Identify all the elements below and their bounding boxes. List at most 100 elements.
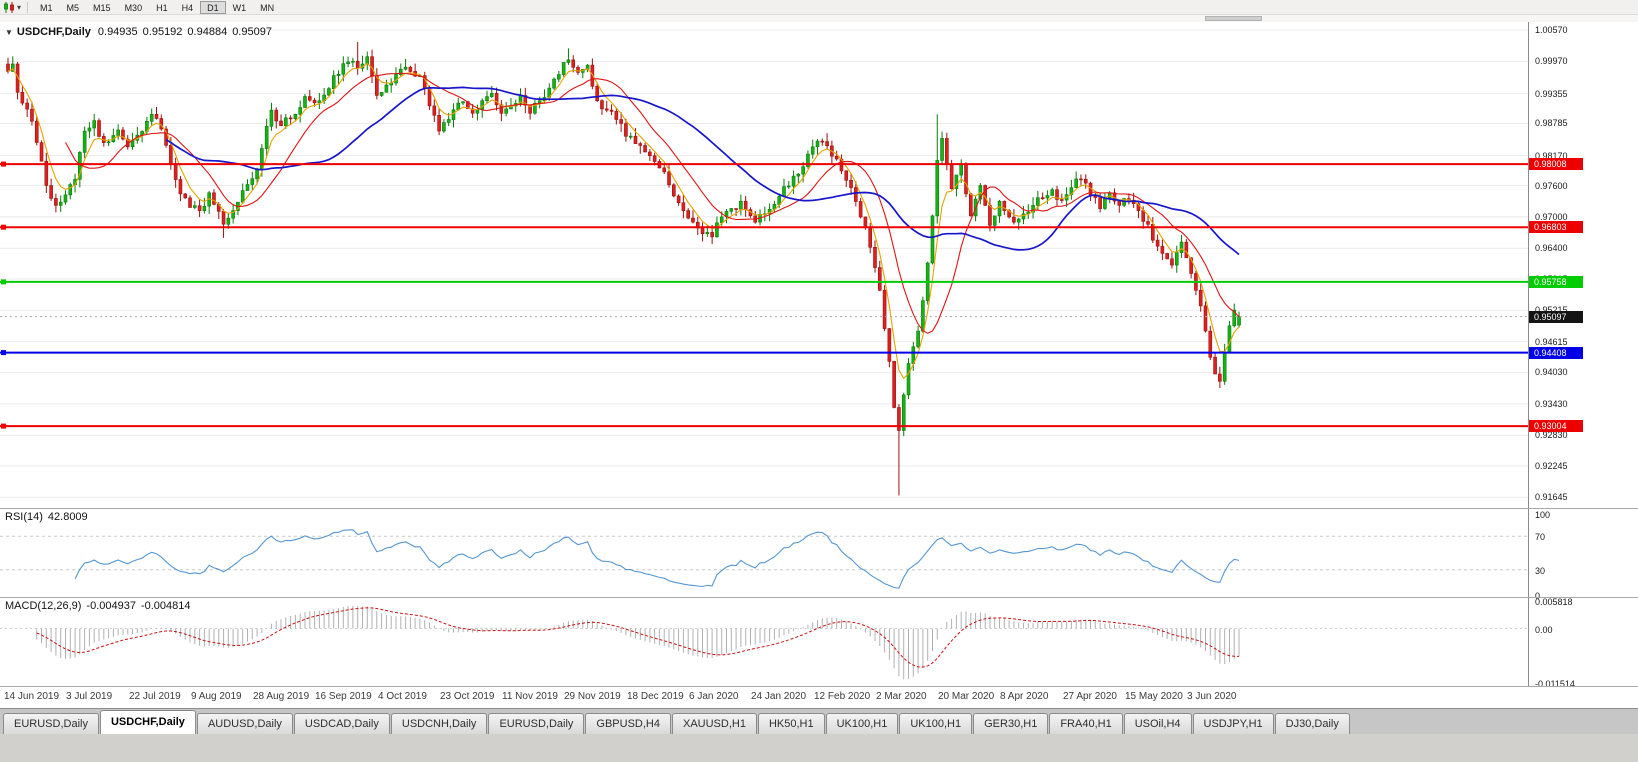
date-axis-label: 29 Nov 2019 — [564, 691, 621, 702]
line-handle — [1, 279, 6, 285]
low-value: 0.94884 — [187, 26, 228, 38]
chart-tab[interactable]: UK100,H1 — [899, 713, 973, 734]
rsi-value: 42.8009 — [47, 511, 88, 523]
date-axis-label: 22 Jul 2019 — [129, 691, 181, 702]
chart-tab[interactable]: XAUUSD,H1 — [671, 713, 757, 734]
open-value: 0.94935 — [97, 26, 138, 38]
timeframe-button-d1[interactable]: D1 — [200, 0, 226, 14]
date-axis-label: 2 Mar 2020 — [876, 691, 927, 702]
statusbar-area — [0, 734, 1638, 762]
macd-axis-label: 0.005818 — [1535, 597, 1573, 607]
symbol-label: USDCHF,Daily — [16, 26, 91, 38]
date-axis-label: 14 Jun 2019 — [4, 691, 60, 702]
date-axis-label: 15 May 2020 — [1125, 691, 1183, 702]
price-axis-label: 0.94030 — [1535, 367, 1568, 377]
chart-tab[interactable]: EURUSD,Daily — [488, 713, 585, 734]
date-axis: 14 Jun 2019 3 Jul 2019 22 Jul 2019 9 Aug 20… — [0, 687, 1638, 708]
date-axis-label: 20 Mar 2020 — [938, 691, 995, 702]
chart-tab[interactable]: HK50,H1 — [757, 713, 825, 734]
price-axis[interactable]: 1.00570 0.99970 0.99355 0.98785 0.98170 0.976… — [1528, 22, 1638, 686]
rsi-axis-label: 70 — [1535, 532, 1546, 542]
macd-main-value: -0.004937 — [86, 600, 136, 612]
price-axis-label: 1.00570 — [1535, 25, 1568, 35]
price-axis-label: 0.97600 — [1535, 181, 1568, 191]
price-line-badge: 0.95758 — [1529, 276, 1583, 288]
rsi-line — [74, 529, 1240, 589]
price-line-badge: 0.96803 — [1529, 221, 1583, 233]
chart-tabs-bar: EURUSD,Daily USDCHF,Daily AUDUSD,Daily USDC… — [0, 708, 1638, 734]
moving-average-13 — [65, 72, 1240, 334]
chart-tab[interactable]: GER30,H1 — [973, 713, 1049, 734]
moving-average-34 — [165, 86, 1240, 256]
timeframe-toolbar: ▾ M1 M5 M15 M30 H1 H4 D1 W1 MN — [0, 0, 1638, 15]
chart-hscrollbar[interactable] — [0, 15, 1638, 22]
macd-signal-value: -0.004814 — [140, 600, 191, 612]
macd-indicator-pane[interactable] — [0, 598, 1528, 686]
price-axis-label: 0.99355 — [1535, 89, 1568, 99]
chart-tab[interactable]: EURUSD,Daily — [3, 713, 99, 734]
price-axis-label: 0.91645 — [1535, 492, 1568, 502]
chart-tab[interactable]: USDCHF,Daily — [99, 710, 196, 734]
chart-tab[interactable]: USOil,H4 — [1123, 713, 1192, 734]
date-axis-label: 16 Sep 2019 — [315, 691, 372, 702]
price-axis-label: 0.98170 — [1535, 151, 1568, 161]
price-axis-label: 0.92830 — [1535, 430, 1568, 440]
candlestick-chart[interactable] — [0, 22, 1528, 508]
price-axis-label: 0.95215 — [1535, 305, 1568, 315]
date-axis-label: 27 Apr 2020 — [1063, 691, 1117, 702]
date-axis-label: 8 Apr 2020 — [1000, 691, 1049, 702]
date-axis-label: 12 Feb 2020 — [814, 691, 871, 702]
price-axis-label: 0.96400 — [1535, 243, 1568, 253]
panel-separator[interactable] — [0, 597, 1638, 598]
timeframe-button-m1[interactable]: M1 — [40, 2, 53, 13]
chart-tab[interactable]: UK100,H1 — [825, 713, 899, 734]
chart-tab[interactable]: USDJPY,H1 — [1192, 713, 1274, 734]
line-handle — [1, 224, 6, 230]
current-price-badge: 0.95097 — [1529, 311, 1583, 323]
chart-type-icon[interactable] — [3, 1, 16, 13]
timeframe-button-h1[interactable]: H1 — [156, 2, 168, 13]
price-line-badge: 0.98008 — [1529, 158, 1583, 170]
price-axis-label: 0.99970 — [1535, 56, 1568, 66]
timeframe-button-mn[interactable]: MN — [260, 2, 275, 13]
price-line-badge: 0.94408 — [1529, 347, 1583, 359]
line-handle — [1, 350, 6, 356]
high-value: 0.95192 — [142, 26, 183, 38]
chart-tab[interactable]: USDCNH,Daily — [390, 713, 488, 734]
chart-tab[interactable]: FRA40,H1 — [1049, 713, 1123, 734]
date-axis-label: 3 Jun 2020 — [1187, 691, 1237, 702]
rsi-header: RSI(14) 42.8009 — [5, 511, 93, 523]
toolbar-separator — [27, 1, 29, 13]
price-line-badge: 0.93004 — [1529, 420, 1583, 432]
date-axis-label: 6 Jan 2020 — [689, 691, 739, 702]
panel-separator[interactable] — [0, 508, 1638, 509]
timeframe-button-m15[interactable]: M15 — [93, 2, 111, 13]
timeframe-button-h4[interactable]: H4 — [181, 2, 194, 13]
price-axis-label: 0.93430 — [1535, 399, 1568, 409]
line-handle — [1, 423, 6, 429]
date-axis-label: 9 Aug 2019 — [191, 691, 242, 702]
rsi-axis-label: 0 — [1535, 591, 1541, 601]
macd-axis-label: -0.011514 — [1535, 679, 1575, 686]
date-axis-label: 24 Jan 2020 — [751, 691, 807, 702]
scrollbar-thumb[interactable] — [1205, 16, 1262, 21]
timeframe-button-m30[interactable]: M30 — [124, 2, 143, 13]
chart-tab[interactable]: AUDUSD,Daily — [196, 713, 293, 734]
rsi-indicator-pane[interactable] — [0, 509, 1528, 597]
rsi-name: RSI(14) — [5, 511, 43, 523]
price-axis-label: 0.92245 — [1535, 461, 1568, 471]
line-handle — [1, 161, 6, 167]
macd-name: MACD(12,26,9) — [5, 600, 82, 612]
timeframe-button-m5[interactable]: M5 — [66, 2, 80, 13]
chart-tab[interactable]: DJ30,Daily — [1274, 713, 1350, 734]
chart-title: ▼ USDCHF,Daily 0.94935 0.95192 0.94884 0.9509… — [5, 26, 277, 38]
moving-average-5 — [7, 62, 1240, 380]
chart-tab[interactable]: USDCAD,Daily — [293, 713, 390, 734]
date-axis-label: 18 Dec 2019 — [627, 691, 684, 702]
chevron-down-icon[interactable]: ▾ — [17, 2, 22, 12]
collapse-triangle-icon[interactable]: ▼ — [5, 28, 13, 37]
timeframe-button-w1[interactable]: W1 — [232, 2, 247, 13]
chart-tab[interactable]: GBPUSD,H4 — [585, 713, 671, 734]
date-axis-label: 28 Aug 2019 — [253, 691, 310, 702]
